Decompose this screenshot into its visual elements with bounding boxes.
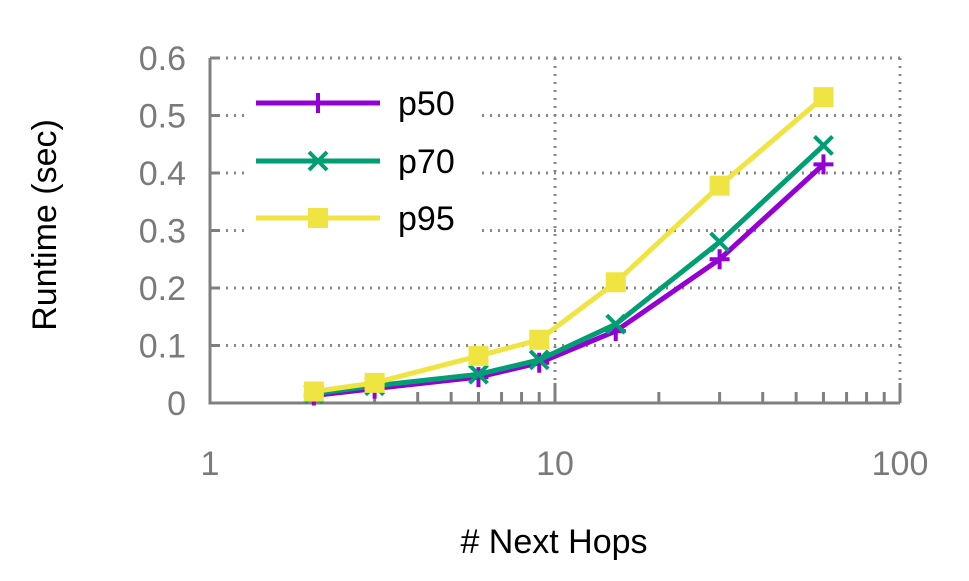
x-axis-title: # Next Hops [460,523,647,561]
data-point-p95 [303,381,324,402]
y-tick-label: 0.4 [139,155,186,193]
data-point-p50 [709,249,730,270]
y-tick-label: 0.5 [139,98,186,136]
legend-marker-p70 [307,150,329,172]
data-point-p70 [605,313,627,335]
legend-marker-p50 [308,93,328,113]
data-point-p70 [709,231,731,253]
data-point-p95 [468,345,489,366]
y-tick-label: 0.2 [139,270,186,308]
y-tick-label: 0.1 [139,328,186,366]
data-point-p70 [813,134,834,156]
data-point-p95 [605,272,626,293]
data-point-p70 [468,363,489,385]
legend-label-p50: p50 [398,85,455,123]
data-point-p70 [528,349,550,371]
data-point-p95 [364,372,385,393]
y-tick-label: 0.3 [139,213,186,251]
series-lines [303,87,834,406]
legend-marker-p95 [308,208,328,228]
x-tick-label: 10 [536,445,574,483]
y-tick-label: 0 [167,385,186,423]
data-point-p95 [813,87,834,108]
y-tick-label: 0.6 [139,40,186,78]
data-point-p95 [709,175,730,196]
axes: 0 0.1 0.2 0.3 0.4 0.5 0.6 1 10 100 [139,40,929,483]
legend: p50 p70 p95 [246,77,476,240]
grid [210,56,902,403]
legend-label-p95: p95 [398,200,455,238]
y-axis-title: Runtime (sec) [26,119,64,331]
x-tick-label: 1 [201,445,220,483]
data-point-p95 [529,329,550,350]
data-point-p50 [813,154,834,175]
x-tick-label: 100 [872,445,929,483]
legend-label-p70: p70 [398,143,455,181]
